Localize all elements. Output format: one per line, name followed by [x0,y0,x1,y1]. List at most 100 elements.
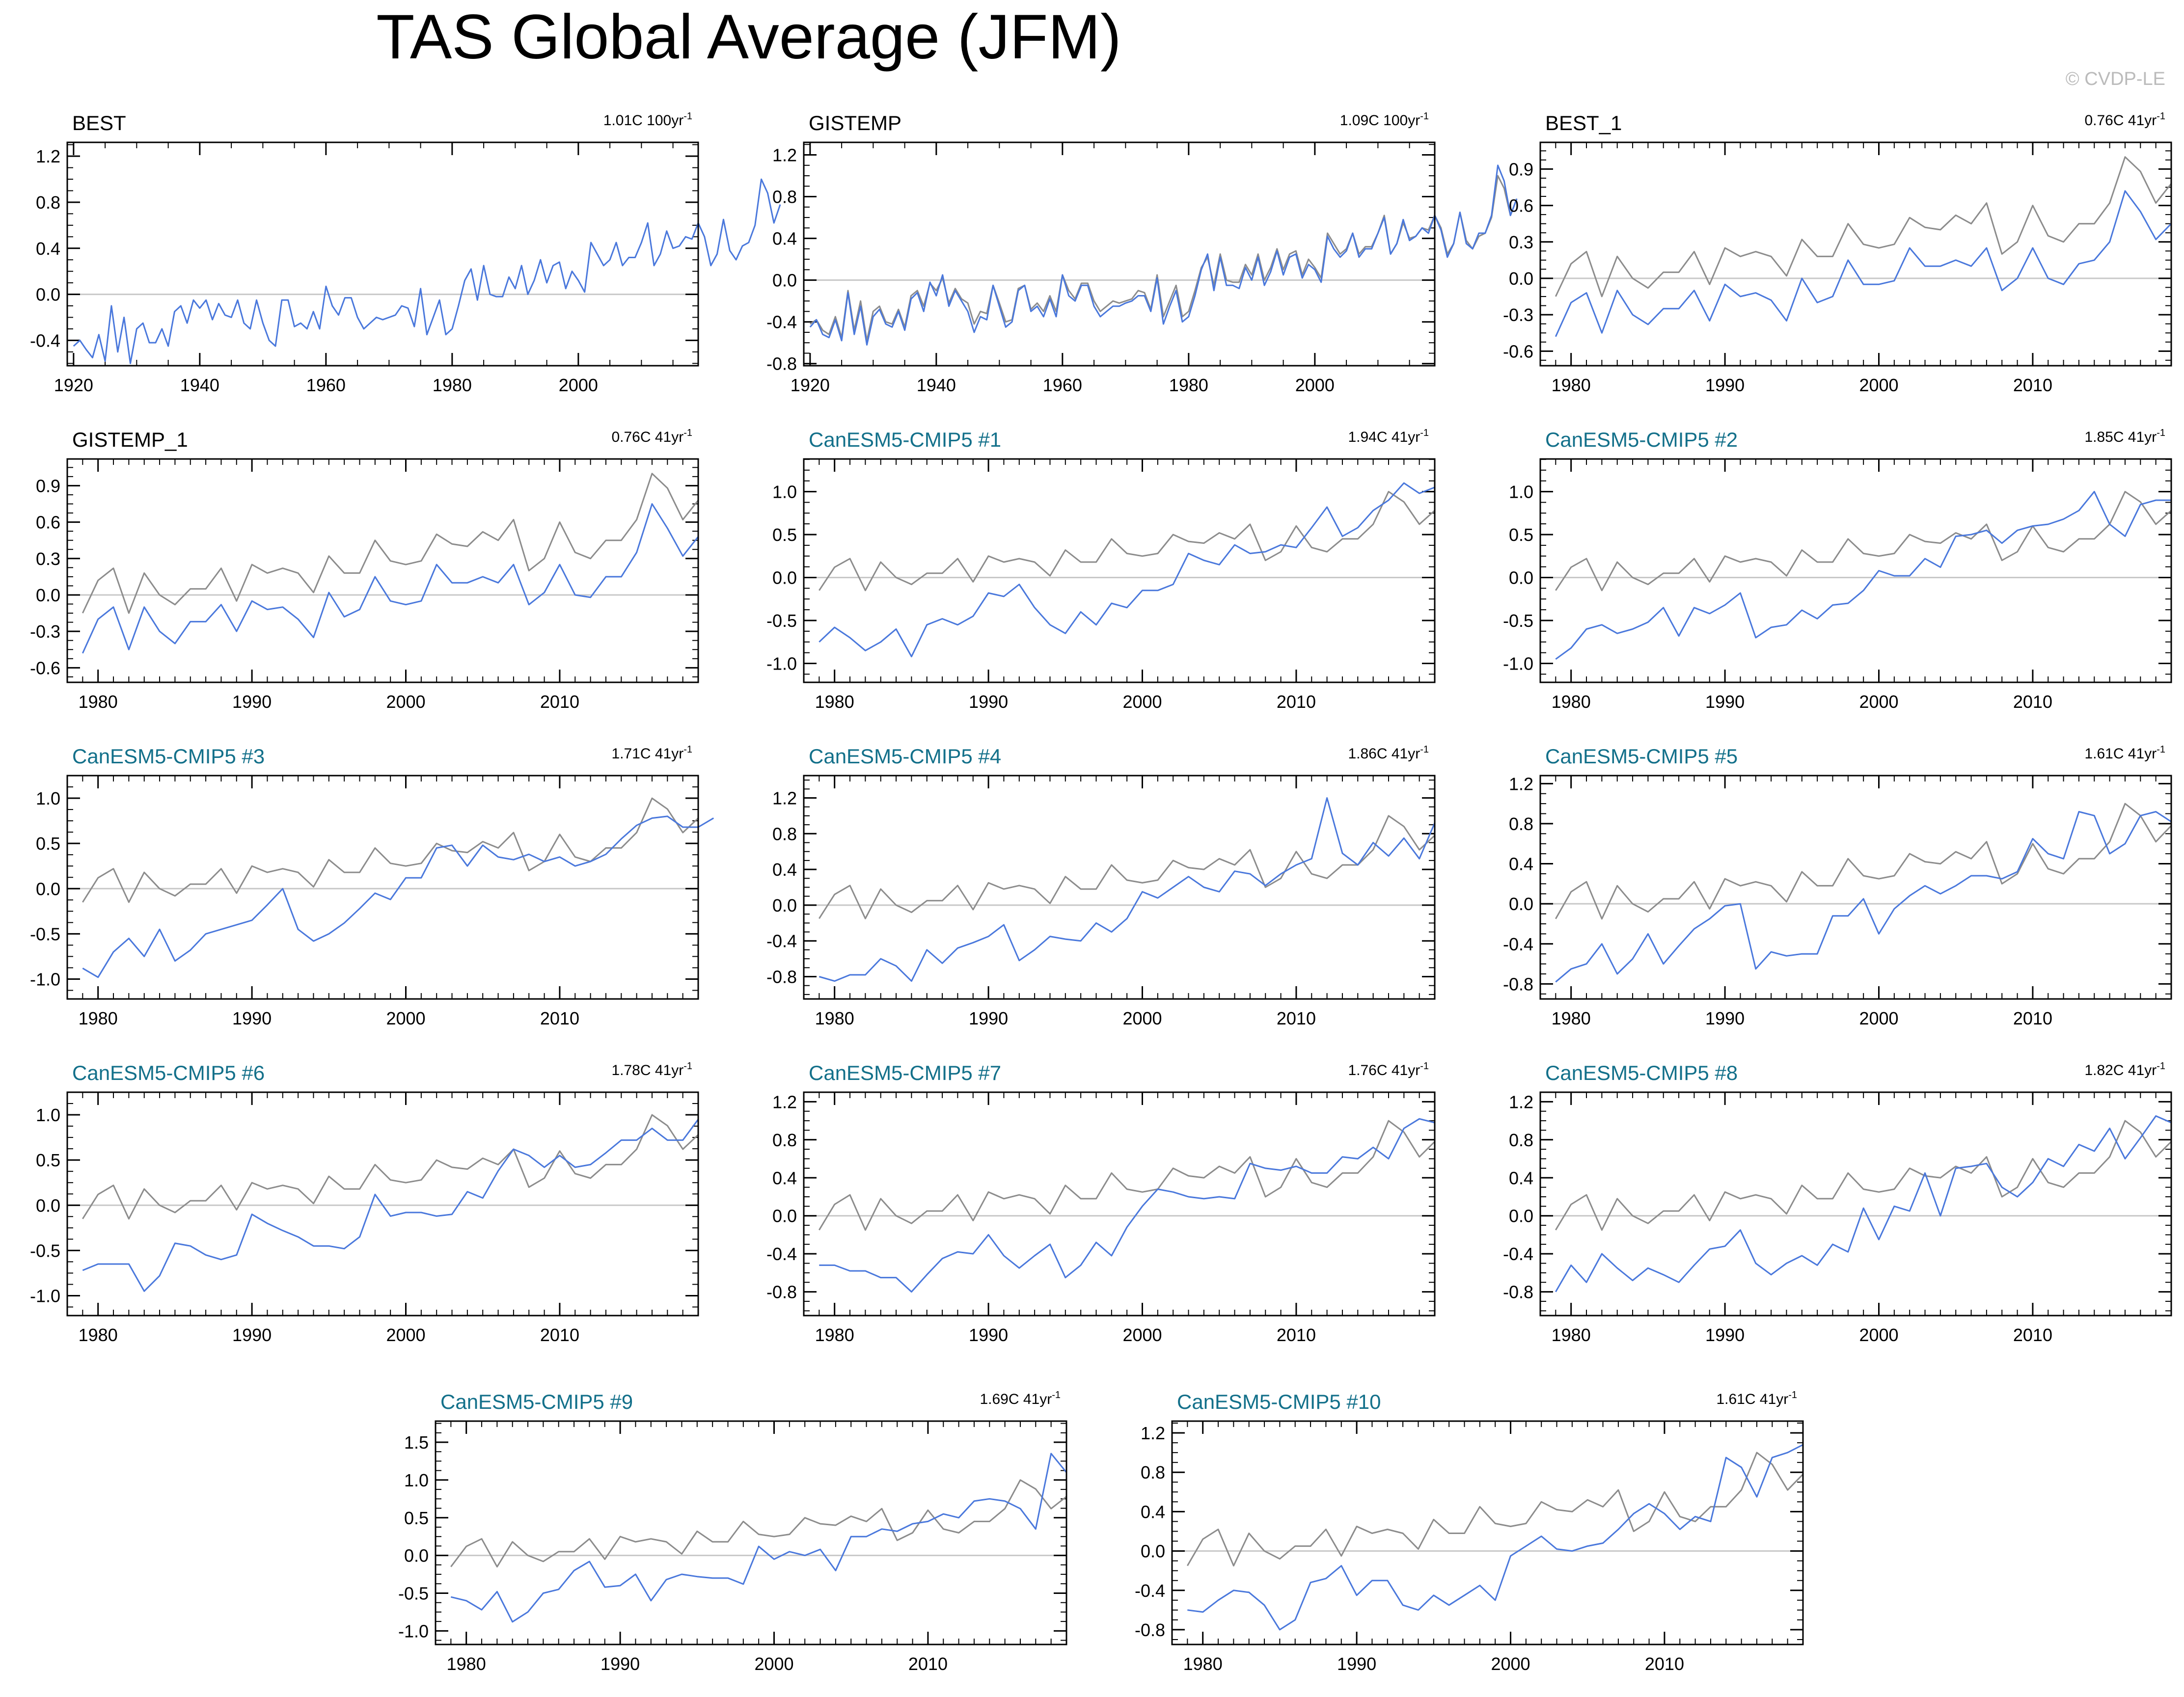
y-tick-label: -0.4 [1135,1581,1165,1601]
obs-series-line [819,491,1436,592]
obs-series-line [1555,1120,2172,1231]
chart-panel: 1980 1990 2000 2010 -0.8 -0.4 0.0 0.4 0.8 1.2 CanE… [1503,1061,2172,1345]
x-tick-label: 1990 [969,1008,1008,1028]
panel-title: CanESM5-CMIP5 #8 [1545,1061,1738,1084]
x-tick-label: 2000 [1859,1008,1898,1028]
y-tick-label: 0.8 [1509,814,1533,834]
y-tick-label: -0.5 [1503,611,1533,631]
y-tick-label: 0.8 [772,824,797,844]
chart-panel: 1980 1990 2000 2010 -0.8 -0.4 0.0 0.4 0.8 1.2 CanE… [766,1061,1436,1345]
x-tick-label: 2000 [1859,1325,1898,1345]
y-tick-label: 0.0 [1509,269,1533,289]
y-tick-label: 0.0 [772,1206,797,1226]
y-tick-label: 0.4 [1509,1168,1533,1188]
y-tick-label: 0.0 [772,568,797,588]
chart-panel: 1980 1990 2000 2010 -0.8 -0.4 0.0 0.4 0.8 1.2 CanE… [766,744,1436,1028]
x-tick-label: 1940 [180,375,219,395]
y-tick-label: 0.0 [36,585,60,605]
y-tick-label: 0.4 [772,860,797,880]
x-tick-label: 2010 [2013,1325,2052,1345]
y-tick-label: 0.8 [772,1130,797,1150]
y-tick-label: -0.8 [1503,1282,1533,1302]
y-tick-label: -0.4 [766,931,797,951]
plot-frame [1539,775,2172,1000]
x-tick-label: 1990 [1337,1654,1376,1674]
plot-frame [803,1091,1436,1317]
chart-panel: 1920 1940 1960 1980 2000 -0.8 -0.4 0.0 0.4 0.8 1.2… [766,111,1518,395]
trend-label: 1.71C 41yr-1 [611,744,692,762]
x-tick-label: 2000 [1122,692,1162,712]
member-series-line [1555,1115,2172,1293]
y-tick-label: 0.4 [36,239,60,259]
x-tick-label: 2010 [1277,692,1316,712]
y-tick-label: -0.5 [766,611,797,631]
x-tick-label: 1980 [1552,1008,1591,1028]
member-series-line [82,503,699,654]
chart-panel: 1980 1990 2000 2010 -1.0 -0.5 0.0 0.5 1.0 1.5 CanE… [398,1390,1067,1674]
member-series-line [1555,811,2172,983]
trend-label: 1.69C 41yr-1 [980,1390,1061,1407]
trend-label: 1.78C 41yr-1 [611,1061,692,1078]
trend-label: 0.76C 41yr-1 [2084,111,2165,129]
plot-frame [66,458,699,683]
y-tick-label: 1.2 [772,1092,797,1112]
x-tick-label: 1990 [1705,1325,1745,1345]
panel-title: CanESM5-CMIP5 #5 [1545,745,1738,768]
y-tick-label: 0.0 [772,270,797,291]
y-tick-label: 0.5 [772,525,797,545]
panel-title: CanESM5-CMIP5 #7 [809,1061,1001,1084]
y-tick-label: -0.6 [30,658,60,678]
x-tick-label: 2000 [1859,692,1898,712]
y-tick-label: -0.8 [1135,1620,1165,1640]
member-series-line [1187,1444,1803,1631]
x-tick-label: 1990 [969,692,1008,712]
plot-frame [1539,1091,2172,1317]
x-tick-label: 1980 [447,1654,486,1674]
member-series-line [809,164,1518,346]
x-tick-label: 2010 [908,1654,948,1674]
y-tick-label: 0.3 [1509,232,1533,252]
chart-panel: 1980 1990 2000 2010 -0.8 -0.4 0.0 0.4 0.8 1.2 CanE… [1135,1390,1804,1674]
plot-frame [1171,1420,1804,1645]
x-tick-label: 1990 [1705,375,1745,395]
y-tick-label: 0.0 [36,285,60,305]
x-tick-label: 1980 [79,692,118,712]
obs-series-line [819,1120,1436,1231]
y-tick-label: -1.0 [30,1286,60,1306]
x-tick-label: 1980 [815,692,854,712]
obs-series-line [809,175,1518,342]
x-tick-label: 1980 [1552,375,1591,395]
plot-frame [66,141,699,367]
y-tick-label: -1.0 [30,969,60,989]
x-tick-label: 2010 [2013,1008,2052,1028]
x-tick-label: 2000 [386,1325,425,1345]
plot-frame [66,775,699,1000]
y-tick-label: 0.4 [1509,854,1533,874]
y-tick-label: 0.8 [1141,1462,1165,1482]
trend-label: 1.61C 41yr-1 [2084,744,2165,762]
y-tick-label: 1.2 [772,145,797,165]
chart-panel: 1980 1990 2000 2010 -0.8 -0.4 0.0 0.4 0.8 1.2 CanE… [1503,744,2172,1028]
x-tick-label: 2010 [1277,1008,1316,1028]
x-tick-label: 1980 [79,1008,118,1028]
x-tick-label: 1920 [54,375,93,395]
panel-title: CanESM5-CMIP5 #3 [72,745,265,768]
y-tick-label: 1.2 [36,146,60,166]
obs-series-line [450,1479,1067,1568]
x-tick-label: 1980 [1183,1654,1223,1674]
y-tick-label: -0.4 [1503,1244,1533,1264]
plot-frame [1539,141,2172,367]
member-series-line [450,1453,1067,1623]
y-tick-label: -1.0 [398,1621,429,1641]
plot-frame [1539,458,2172,683]
copyright-notice: © CVDP-LE [2065,69,2165,89]
y-tick-label: -0.3 [30,621,60,642]
y-tick-label: -0.8 [766,1282,797,1302]
y-tick-label: 0.0 [772,895,797,916]
y-tick-label: 0.8 [772,187,797,207]
x-tick-label: 2010 [2013,375,2052,395]
trend-label: 1.82C 41yr-1 [2084,1061,2165,1078]
x-tick-label: 1920 [791,375,830,395]
panel-title: CanESM5-CMIP5 #10 [1177,1390,1381,1413]
y-tick-label: 1.2 [1509,1092,1533,1112]
